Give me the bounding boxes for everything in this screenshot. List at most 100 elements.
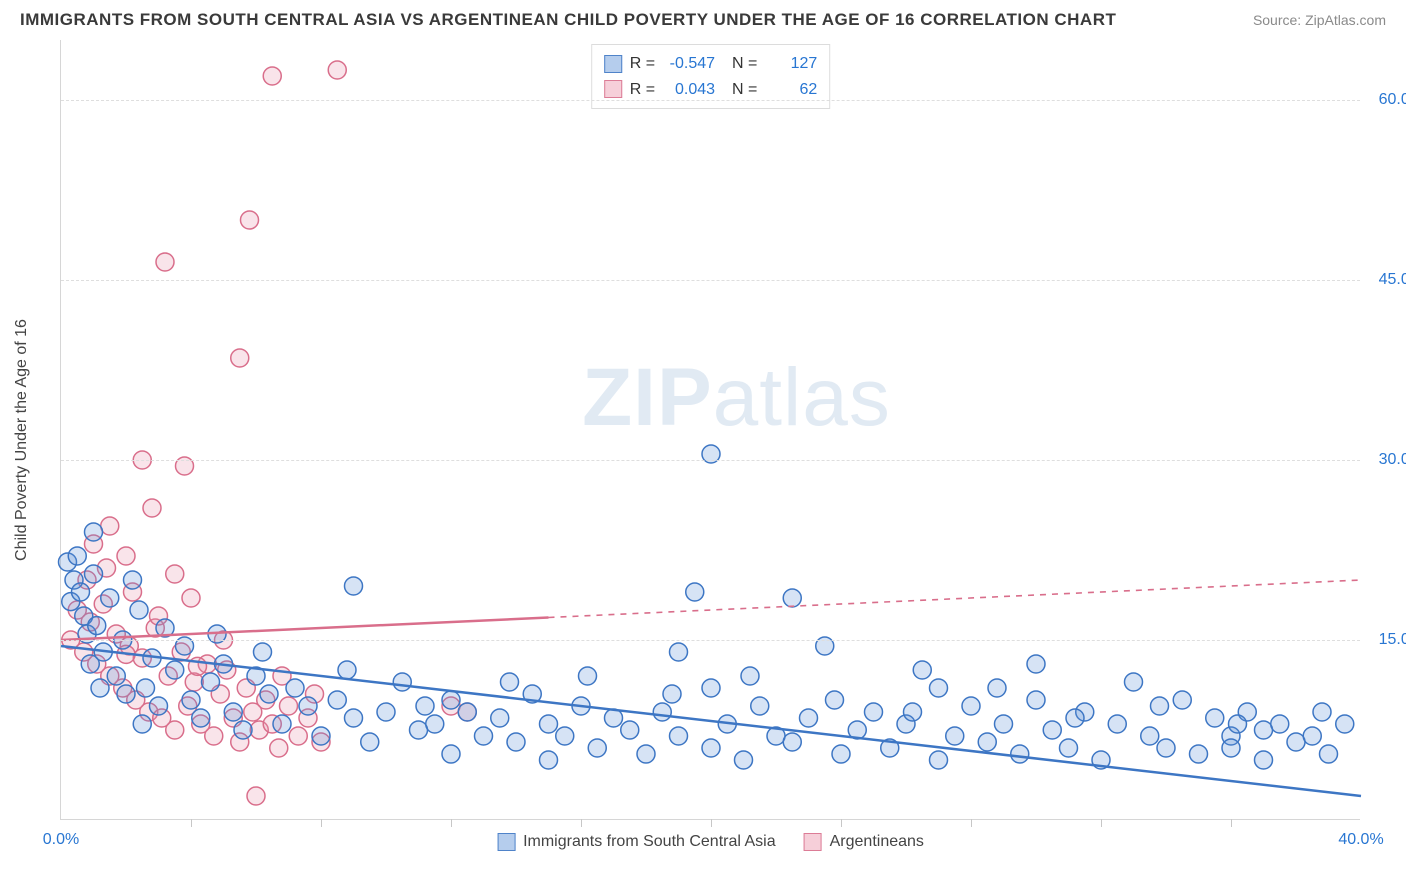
data-point-s1 [1060,739,1078,757]
legend-N-value-s2: 62 [765,77,817,103]
data-point-s1 [735,751,753,769]
y-tick-label: 30.0% [1364,451,1406,469]
data-point-s1 [783,733,801,751]
data-point-s2 [205,727,223,745]
data-point-s1 [1255,751,1273,769]
x-tick [971,819,972,827]
data-point-s1 [579,667,597,685]
data-point-s1 [826,691,844,709]
chart-title: IMMIGRANTS FROM SOUTH CENTRAL ASIA VS AR… [20,10,1116,30]
data-point-s1 [1320,745,1338,763]
data-point-s1 [254,643,272,661]
y-tick-label: 45.0% [1364,271,1406,289]
data-point-s1 [621,721,639,739]
data-point-s2 [231,349,249,367]
data-point-s1 [166,661,184,679]
trendline-dashed-s2 [549,580,1362,618]
data-point-s1 [107,667,125,685]
legend-N-label: N = [723,77,757,103]
data-point-s1 [442,691,460,709]
data-point-s1 [741,667,759,685]
data-point-s1 [234,721,252,739]
bottom-legend-label-2: Argentineans [830,833,924,851]
data-point-s1 [224,703,242,721]
data-point-s1 [1190,745,1208,763]
x-tick [321,819,322,827]
legend-R-label: R = [630,77,655,103]
bottom-legend-swatch-2 [804,833,822,851]
data-point-s1 [1066,709,1084,727]
bottom-legend-item-2: Argentineans [804,833,924,851]
bottom-legend: Immigrants from South Central Asia Argen… [497,833,924,851]
legend-R-label: R = [630,51,655,77]
data-point-s2 [289,727,307,745]
data-point-s1 [1011,745,1029,763]
bottom-legend-swatch-1 [497,833,515,851]
data-point-s1 [507,733,525,751]
data-point-s1 [345,709,363,727]
data-point-s2 [182,589,200,607]
y-tick-label: 15.0% [1364,631,1406,649]
data-point-s1 [88,617,106,635]
data-point-s2 [185,673,203,691]
data-point-s1 [540,751,558,769]
data-point-s1 [1206,709,1224,727]
bottom-legend-item-1: Immigrants from South Central Asia [497,833,776,851]
data-point-s1 [540,715,558,733]
data-point-s1 [299,697,317,715]
data-point-s1 [930,751,948,769]
data-point-s1 [501,673,519,691]
x-tick [1231,819,1232,827]
data-point-s1 [1336,715,1354,733]
data-point-s1 [345,577,363,595]
data-point-s2 [101,517,119,535]
gridline-h [61,100,1360,101]
chart-area: Child Poverty Under the Age of 16 ZIPatl… [50,40,1380,840]
x-tick [711,819,712,827]
data-point-s1 [1287,733,1305,751]
data-point-s1 [995,715,1013,733]
x-tick [841,819,842,827]
data-point-s2 [117,547,135,565]
data-point-s1 [328,691,346,709]
data-point-s2 [263,67,281,85]
data-point-s1 [338,661,356,679]
legend-R-value-s2: 0.043 [663,77,715,103]
data-point-s1 [702,739,720,757]
data-point-s1 [556,727,574,745]
trendline-s2 [61,618,549,641]
data-point-s2 [270,739,288,757]
data-point-s1 [182,691,200,709]
data-point-s1 [312,727,330,745]
data-point-s1 [1303,727,1321,745]
y-tick-label: 60.0% [1364,91,1406,109]
x-tick [451,819,452,827]
data-point-s1 [1229,715,1247,733]
gridline-h [61,460,1360,461]
data-point-s1 [377,703,395,721]
data-point-s2 [166,565,184,583]
data-point-s1 [273,715,291,733]
data-point-s1 [426,715,444,733]
legend-row-s2: R = 0.043 N = 62 [604,77,818,103]
data-point-s1 [865,703,883,721]
data-point-s1 [1157,739,1175,757]
data-point-s1 [1313,703,1331,721]
data-point-s1 [416,697,434,715]
x-tick [1101,819,1102,827]
data-point-s1 [686,583,704,601]
data-point-s1 [751,697,769,715]
data-point-s2 [241,211,259,229]
data-point-s1 [260,685,278,703]
data-point-s1 [124,571,142,589]
x-tick [191,819,192,827]
data-point-s1 [800,709,818,727]
title-bar: IMMIGRANTS FROM SOUTH CENTRAL ASIA VS AR… [0,0,1406,36]
data-point-s1 [913,661,931,679]
data-point-s1 [1173,691,1191,709]
data-point-s1 [978,733,996,751]
data-point-s1 [72,583,90,601]
data-point-s1 [101,589,119,607]
data-point-s1 [442,745,460,763]
data-point-s1 [946,727,964,745]
